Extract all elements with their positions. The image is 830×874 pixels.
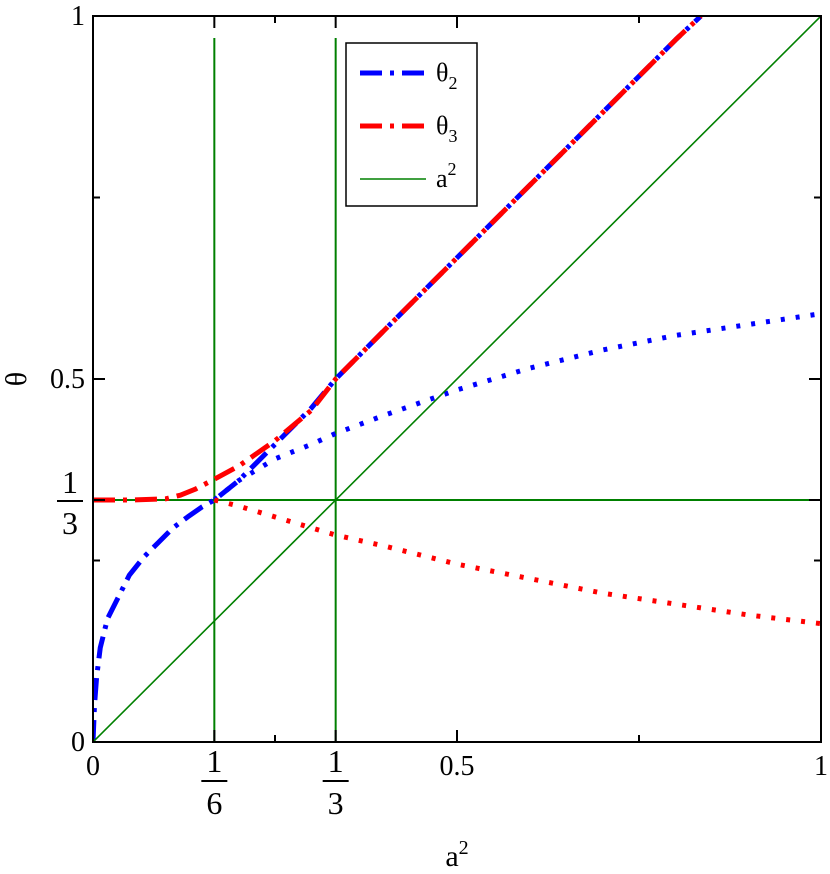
series-line-4 — [93, 16, 821, 742]
x-tick-label-num-1: 1 — [206, 743, 222, 779]
series-line-2 — [93, 16, 703, 503]
series-line-1 — [212, 311, 821, 502]
legend-label-1: θ3 — [436, 111, 457, 146]
x-axis-title: a2 — [445, 837, 468, 873]
y-tick-label-num-1: 1 — [62, 464, 78, 500]
x-tick-label-num-2: 1 — [328, 743, 344, 779]
y-tick-label-2: 0.5 — [50, 364, 85, 395]
axis-ticks — [92, 15, 822, 743]
y-tick-label-3: 1 — [71, 1, 85, 32]
y-tick-label-0: 0 — [71, 727, 85, 758]
series-line-3 — [213, 497, 821, 627]
series-layer — [93, 16, 821, 742]
legend-label-2: a2 — [436, 159, 457, 193]
legend-label-0: θ2 — [436, 58, 457, 93]
x-tick-label-den-2: 3 — [328, 785, 344, 821]
x-tick-label-den-1: 6 — [206, 785, 222, 821]
x-tick-label-4: 1 — [814, 751, 828, 782]
y-tick-label-den-1: 3 — [62, 505, 78, 541]
tick-labels: 0 1 6 1 3 0.5 1 0 1 3 0.5 1 — [50, 1, 828, 821]
legend: θ2 θ3 a2 — [345, 42, 478, 207]
y-axis-title: θ — [0, 372, 33, 386]
series-line-0 — [93, 16, 703, 742]
reference-lines — [93, 38, 821, 742]
x-tick-label-3: 0.5 — [440, 751, 475, 782]
x-tick-label-0: 0 — [86, 751, 100, 782]
